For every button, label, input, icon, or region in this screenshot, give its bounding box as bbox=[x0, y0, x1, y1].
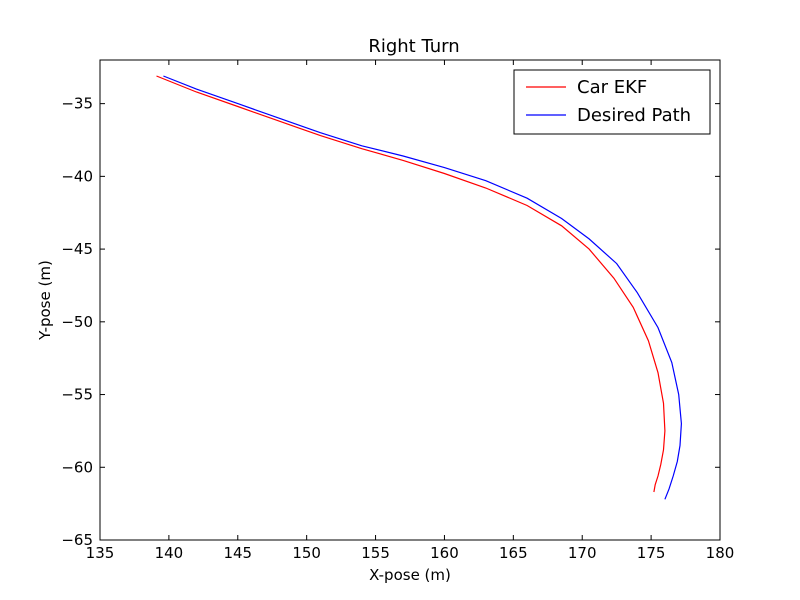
y-axis-label: Y-pose (m) bbox=[36, 260, 54, 341]
y-tick-label: −60 bbox=[61, 458, 93, 476]
x-tick-label: 180 bbox=[706, 544, 735, 562]
y-tick-label: −65 bbox=[61, 531, 93, 549]
legend: Car EKF Desired Path bbox=[513, 69, 711, 135]
x-tick-label: 160 bbox=[430, 544, 459, 562]
series-line-0 bbox=[156, 75, 666, 493]
y-tick-label: −50 bbox=[61, 313, 93, 331]
legend-label-1: Desired Path bbox=[577, 105, 691, 126]
y-tick-label: −55 bbox=[61, 386, 93, 404]
x-axis-label: X-pose (m) bbox=[369, 566, 451, 584]
series-line-1 bbox=[163, 75, 683, 500]
x-tick-label: 170 bbox=[568, 544, 597, 562]
chart-title: Right Turn bbox=[368, 36, 459, 57]
plot-area: 135 140 145 150 155 160 165 170 175 180 −35 −40 −45 −… bbox=[61, 59, 735, 562]
axes-frame bbox=[99, 59, 721, 541]
y-tick-label: −45 bbox=[61, 240, 93, 258]
x-tick-label: 175 bbox=[637, 544, 666, 562]
x-tick-label: 135 bbox=[86, 544, 115, 562]
x-tick-label: 145 bbox=[223, 544, 252, 562]
legend-box bbox=[513, 69, 711, 135]
y-tick-label: −40 bbox=[61, 167, 93, 185]
x-tick-label: 165 bbox=[499, 544, 528, 562]
y-tick-label: −35 bbox=[61, 95, 93, 113]
x-tick-label: 155 bbox=[361, 544, 390, 562]
x-tick-label: 140 bbox=[155, 544, 184, 562]
legend-label-0: Car EKF bbox=[577, 77, 647, 98]
x-tick-label: 150 bbox=[292, 544, 321, 562]
